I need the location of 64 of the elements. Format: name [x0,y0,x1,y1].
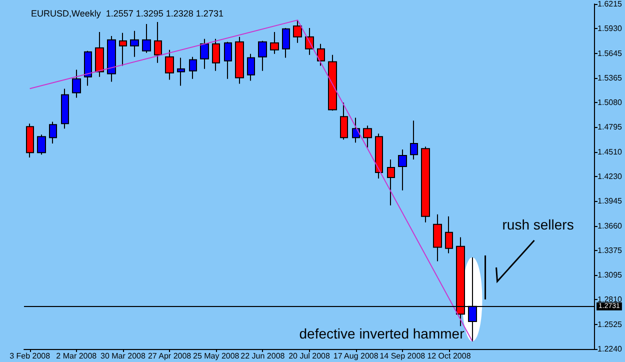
y-tick-label: 1.5080 [598,98,623,108]
candlestick [49,121,57,144]
x-tick-label: 12 Oct 2008 [427,352,472,360]
x-tick-label: 30 Mar 2008 [100,352,146,360]
candlestick [328,54,337,112]
y-tick-label: 1.3375 [598,246,623,255]
candlestick [247,53,255,82]
candlestick [410,120,418,160]
candlestick [282,27,290,58]
candlestick [433,214,442,262]
y-tick-label: 1.4230 [598,172,623,181]
candlestick [317,43,325,66]
candlestick [200,38,209,70]
y-tick-label: 1.6215 [598,0,623,8]
candlestick [154,21,162,64]
annotation: defective inverted hammer [299,325,465,342]
y-tick-label: 1.2525 [598,320,623,329]
y-tick-label: 1.3945 [598,196,623,206]
y-tick-label: 1.3095 [598,270,623,280]
candlestick [61,88,69,130]
y-tick-label: 1.5365 [598,73,623,82]
x-tick-label: 22 Jun 2008 [240,352,286,360]
candlestick [293,19,302,44]
candlestick [375,133,383,179]
candlestick [352,117,360,144]
candlestick [387,159,395,206]
y-tick-label: 1.4510 [598,147,623,156]
candlestick [177,57,185,86]
candlestick [95,31,104,78]
candlestick [212,38,220,72]
y-tick-label: 1.3660 [598,221,623,230]
y-tick-label: 1.5645 [598,48,623,58]
candlestick [165,49,174,80]
candlestick [26,123,34,158]
candlestick [37,134,46,156]
candlestick [235,36,244,84]
candlestick [84,50,92,86]
candlestick [270,31,279,54]
x-tick-label: 17 Aug 2008 [333,352,379,360]
x-tick-label: 3 Feb 2008 [10,352,51,360]
y-tick-label: 1.4795 [598,122,623,132]
candlestick [119,32,127,66]
annotation: rush sellers [502,216,574,232]
candlestick [72,69,81,98]
candlestick [224,41,232,80]
candlestick [363,125,372,148]
candlestick [189,56,197,80]
candlestick [445,216,453,254]
x-tick-label: 20 Jul 2008 [288,352,330,360]
x-tick-label: 25 May 2008 [192,352,240,360]
x-tick-label: 2 Mar 2008 [56,352,98,360]
candlestick [398,149,407,191]
x-tick-label: 14 Sep 2008 [380,352,426,360]
text: EURUSD,Weekly 1.2557 1.3295 1.2328 1.2731 [31,8,224,18]
candlestick [340,102,348,140]
candlestick [130,30,139,58]
y-tick-label: 1.2810 [598,295,623,304]
y-tick-label: 1.5930 [598,24,623,34]
y-tick-label: 1.2240 [598,344,623,354]
candlestick [421,146,430,223]
x-tick-label: 27 Apr 2008 [148,352,192,360]
candlestick [258,40,267,72]
candlestick [107,35,116,82]
candlestick [142,23,151,54]
